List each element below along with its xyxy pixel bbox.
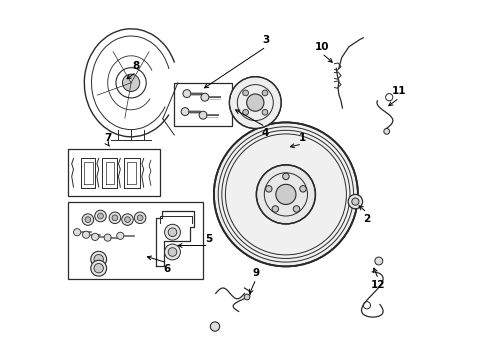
Circle shape: [383, 129, 389, 134]
Circle shape: [95, 210, 106, 222]
Circle shape: [82, 214, 94, 225]
Circle shape: [181, 108, 189, 116]
Circle shape: [91, 260, 106, 276]
Circle shape: [351, 198, 358, 205]
Circle shape: [134, 212, 145, 224]
Text: 2: 2: [363, 214, 370, 224]
Circle shape: [275, 184, 295, 204]
Circle shape: [168, 228, 177, 237]
Circle shape: [213, 122, 357, 266]
Circle shape: [168, 248, 177, 256]
Circle shape: [229, 77, 281, 129]
Text: 10: 10: [314, 42, 328, 52]
Circle shape: [256, 165, 315, 224]
Text: 7: 7: [104, 132, 111, 143]
Bar: [68, 149, 160, 196]
Circle shape: [137, 215, 142, 221]
Circle shape: [73, 229, 81, 236]
Circle shape: [122, 74, 140, 91]
Text: 9: 9: [252, 267, 259, 278]
Circle shape: [82, 231, 89, 238]
Circle shape: [112, 215, 118, 221]
Circle shape: [85, 217, 91, 222]
Text: 8: 8: [133, 60, 140, 71]
Circle shape: [271, 206, 278, 212]
Circle shape: [374, 257, 382, 265]
Circle shape: [262, 90, 267, 96]
Circle shape: [91, 251, 106, 267]
Text: 6: 6: [163, 264, 170, 274]
Bar: [68, 202, 203, 279]
Text: 4: 4: [261, 128, 268, 138]
Circle shape: [164, 224, 180, 240]
Circle shape: [94, 264, 103, 273]
Circle shape: [109, 212, 121, 224]
Circle shape: [164, 244, 180, 260]
Text: 5: 5: [204, 234, 212, 244]
Circle shape: [104, 234, 111, 241]
Circle shape: [122, 214, 133, 225]
Circle shape: [242, 90, 248, 96]
Circle shape: [265, 186, 271, 192]
Text: 11: 11: [391, 86, 406, 96]
Circle shape: [91, 233, 99, 240]
Circle shape: [282, 173, 288, 180]
Circle shape: [262, 109, 267, 115]
Circle shape: [201, 93, 208, 101]
Circle shape: [299, 186, 305, 192]
Circle shape: [210, 322, 219, 331]
Circle shape: [199, 111, 206, 119]
Circle shape: [293, 206, 299, 212]
Circle shape: [183, 90, 190, 98]
Circle shape: [242, 109, 248, 115]
Circle shape: [117, 232, 123, 239]
Circle shape: [244, 294, 249, 300]
Circle shape: [98, 213, 103, 219]
Text: 1: 1: [298, 132, 305, 143]
Circle shape: [94, 255, 103, 264]
Text: 3: 3: [262, 35, 269, 45]
Text: 12: 12: [370, 280, 385, 291]
Circle shape: [124, 217, 130, 222]
Bar: [174, 83, 231, 126]
Circle shape: [347, 194, 362, 209]
Circle shape: [246, 94, 264, 111]
